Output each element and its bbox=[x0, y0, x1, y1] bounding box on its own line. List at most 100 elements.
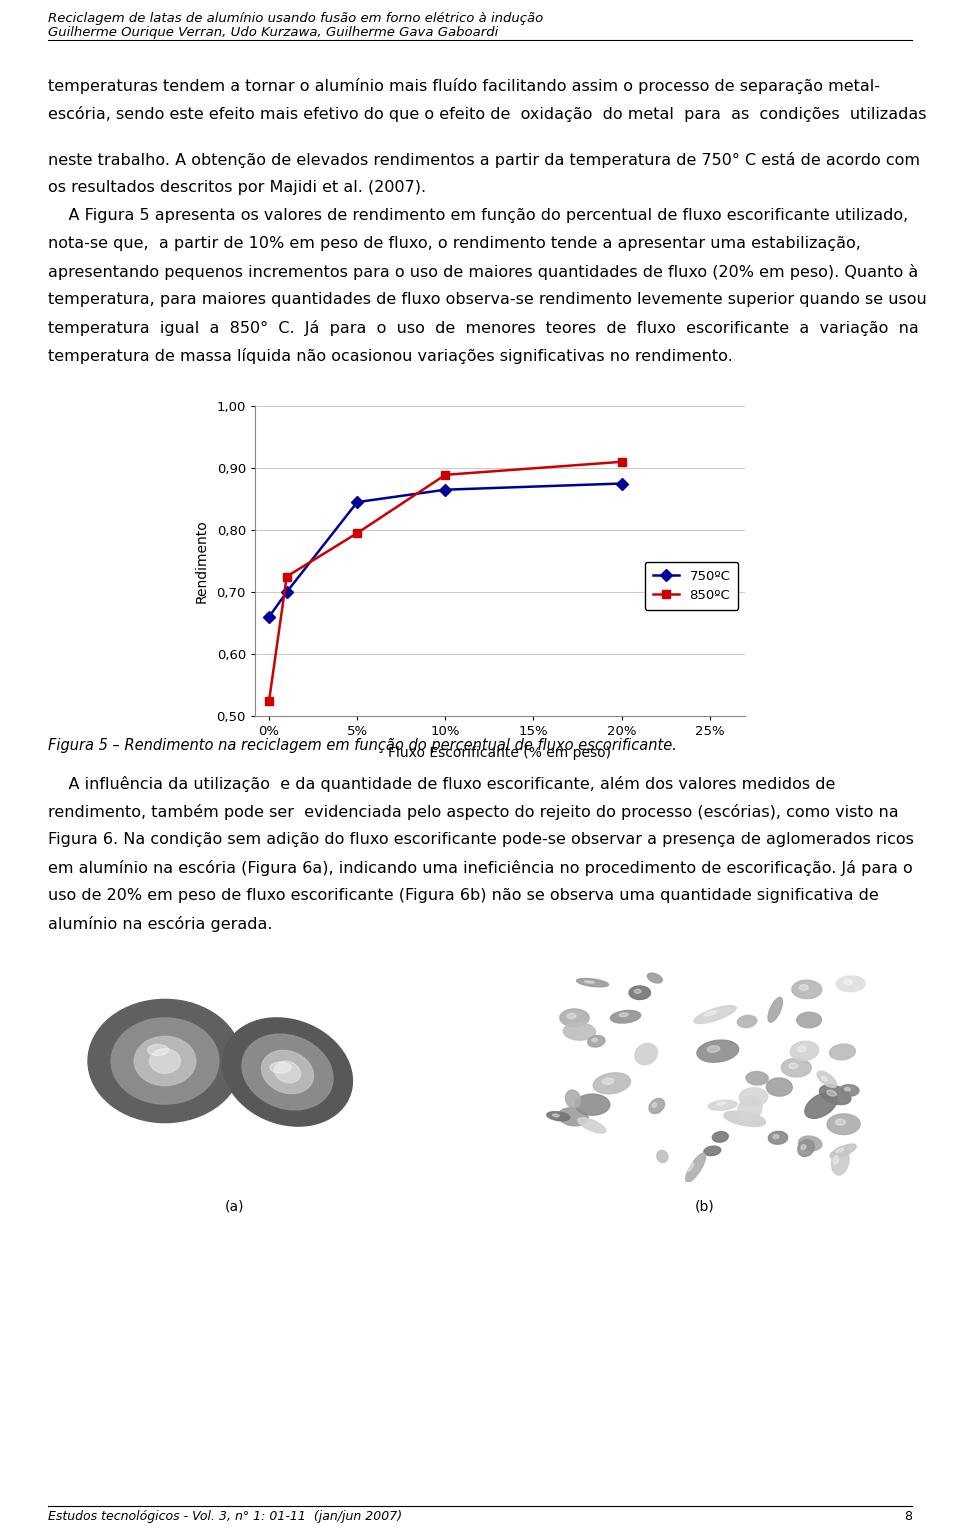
Text: temperatura  igual  a  850°  C.  Já  para  o  uso  de  menores  teores  de  flux: temperatura igual a 850° C. Já para o us… bbox=[48, 319, 919, 336]
Ellipse shape bbox=[790, 1041, 819, 1060]
Ellipse shape bbox=[567, 1013, 576, 1019]
Text: escória, sendo este efeito mais efetivo do que o efeito de  oxidação  do metal  : escória, sendo este efeito mais efetivo … bbox=[48, 105, 926, 122]
Ellipse shape bbox=[844, 979, 852, 984]
Text: Figura 6. Na condição sem adição do fluxo escorificante pode-se observar a prese: Figura 6. Na condição sem adição do flux… bbox=[48, 833, 914, 847]
Ellipse shape bbox=[592, 1039, 597, 1042]
Text: temperaturas tendem a tornar o alumínio mais fluído facilitando assim o processo: temperaturas tendem a tornar o alumínio … bbox=[48, 78, 880, 95]
Text: A influência da utilização  e da quantidade de fluxo escorificante, além dos val: A influência da utilização e da quantida… bbox=[48, 776, 835, 792]
Text: nota-se que,  a partir de 10% em peso de fluxo, o rendimento tende a apresentar : nota-se que, a partir de 10% em peso de … bbox=[48, 235, 861, 251]
Text: apresentando pequenos incrementos para o uso de maiores quantidades de fluxo (20: apresentando pequenos incrementos para o… bbox=[48, 264, 919, 280]
Ellipse shape bbox=[768, 998, 782, 1022]
Ellipse shape bbox=[611, 1010, 640, 1024]
Ellipse shape bbox=[739, 1088, 768, 1106]
Text: rendimento, também pode ser  evidenciada pelo aspecto do rejeito do processo (es: rendimento, também pode ser evidenciada … bbox=[48, 804, 899, 821]
Ellipse shape bbox=[840, 1085, 859, 1096]
Ellipse shape bbox=[827, 1089, 836, 1096]
Ellipse shape bbox=[766, 1077, 792, 1096]
Ellipse shape bbox=[270, 1062, 291, 1073]
Y-axis label: Rendimento: Rendimento bbox=[194, 520, 208, 604]
Ellipse shape bbox=[647, 973, 662, 983]
Ellipse shape bbox=[768, 1131, 788, 1144]
Ellipse shape bbox=[558, 1108, 588, 1126]
Ellipse shape bbox=[578, 1118, 606, 1134]
850ºC bbox=[263, 691, 275, 709]
Ellipse shape bbox=[553, 1114, 560, 1117]
Ellipse shape bbox=[547, 1112, 570, 1120]
Ellipse shape bbox=[737, 1016, 756, 1027]
Text: 8: 8 bbox=[904, 1510, 912, 1523]
Ellipse shape bbox=[817, 1071, 836, 1088]
Ellipse shape bbox=[836, 1148, 844, 1152]
Text: (b): (b) bbox=[695, 1199, 715, 1215]
Ellipse shape bbox=[564, 1022, 595, 1041]
Ellipse shape bbox=[781, 1059, 811, 1077]
Ellipse shape bbox=[708, 1045, 720, 1053]
Ellipse shape bbox=[738, 1096, 762, 1122]
Line: 850ºC: 850ºC bbox=[265, 457, 626, 704]
Ellipse shape bbox=[797, 1012, 822, 1028]
Text: neste trabalho. A obtenção de elevados rendimentos a partir da temperatura de 75: neste trabalho. A obtenção de elevados r… bbox=[48, 151, 920, 168]
850ºC bbox=[616, 452, 628, 471]
Ellipse shape bbox=[261, 1050, 314, 1094]
Text: Reciclagem de latas de alumínio usando fusão em forno elétrico à indução: Reciclagem de latas de alumínio usando f… bbox=[48, 12, 543, 24]
Ellipse shape bbox=[724, 1111, 765, 1126]
Ellipse shape bbox=[148, 1045, 169, 1056]
Ellipse shape bbox=[830, 1144, 856, 1158]
X-axis label: Fluxo Escorificante (% em peso): Fluxo Escorificante (% em peso) bbox=[389, 746, 612, 761]
Ellipse shape bbox=[746, 1071, 768, 1085]
850ºC bbox=[440, 466, 451, 484]
Text: uso de 20% em peso de fluxo escorificante (Figura 6b) não se observa uma quantid: uso de 20% em peso de fluxo escorificant… bbox=[48, 888, 878, 903]
Text: temperatura, para maiores quantidades de fluxo observa-se rendimento levemente s: temperatura, para maiores quantidades de… bbox=[48, 292, 926, 307]
Ellipse shape bbox=[585, 981, 594, 983]
Ellipse shape bbox=[708, 1100, 737, 1111]
Ellipse shape bbox=[223, 1018, 352, 1126]
Ellipse shape bbox=[635, 1044, 658, 1065]
Text: os resultados descritos por Majidi et al. (2007).: os resultados descritos por Majidi et al… bbox=[48, 180, 426, 196]
Ellipse shape bbox=[242, 1034, 333, 1109]
Ellipse shape bbox=[602, 1079, 613, 1085]
Text: em alumínio na escória (Figura 6a), indicando uma ineficiência no procedimento d: em alumínio na escória (Figura 6a), indi… bbox=[48, 860, 913, 876]
Ellipse shape bbox=[833, 1155, 838, 1164]
750ºC bbox=[616, 474, 628, 492]
Ellipse shape bbox=[798, 1047, 806, 1051]
Ellipse shape bbox=[798, 1140, 814, 1157]
Text: A Figura 5 apresenta os valores de rendimento em função do percentual de fluxo e: A Figura 5 apresenta os valores de rendi… bbox=[48, 208, 908, 223]
Ellipse shape bbox=[789, 1063, 798, 1068]
Text: alumínio na escória gerada.: alumínio na escória gerada. bbox=[48, 915, 273, 932]
Ellipse shape bbox=[560, 1008, 589, 1027]
Ellipse shape bbox=[799, 1135, 822, 1151]
Ellipse shape bbox=[800, 984, 808, 990]
Ellipse shape bbox=[694, 1005, 736, 1024]
Ellipse shape bbox=[828, 1114, 860, 1134]
850ºC bbox=[351, 524, 363, 542]
Ellipse shape bbox=[629, 986, 651, 999]
Ellipse shape bbox=[831, 1148, 849, 1175]
Ellipse shape bbox=[588, 1036, 605, 1047]
850ºC bbox=[281, 567, 293, 585]
Text: Estudos tecnológicos - Vol. 3, n° 1: 01-11  (jan/jun 2007): Estudos tecnológicos - Vol. 3, n° 1: 01-… bbox=[48, 1510, 402, 1523]
750ºC bbox=[351, 494, 363, 512]
Ellipse shape bbox=[134, 1036, 196, 1085]
Ellipse shape bbox=[835, 1118, 846, 1125]
Text: (a): (a) bbox=[226, 1199, 245, 1215]
750ºC bbox=[263, 608, 275, 626]
Ellipse shape bbox=[111, 1018, 219, 1105]
Ellipse shape bbox=[687, 1163, 694, 1172]
Ellipse shape bbox=[704, 1146, 721, 1155]
Ellipse shape bbox=[652, 1103, 657, 1108]
Text: Guilherme Ourique Verran, Udo Kurzawa, Guilherme Gava Gaboardi: Guilherme Ourique Verran, Udo Kurzawa, G… bbox=[48, 26, 498, 40]
Ellipse shape bbox=[649, 1099, 664, 1114]
Ellipse shape bbox=[697, 1041, 738, 1062]
Ellipse shape bbox=[829, 1044, 855, 1060]
Ellipse shape bbox=[792, 979, 822, 999]
Legend: 750ºC, 850ºC: 750ºC, 850ºC bbox=[645, 562, 738, 610]
Ellipse shape bbox=[820, 1085, 851, 1105]
Ellipse shape bbox=[712, 1132, 729, 1141]
Text: Figura 5 – Rendimento na reciclagem em função do percentual de fluxo escorifican: Figura 5 – Rendimento na reciclagem em f… bbox=[48, 738, 677, 753]
Ellipse shape bbox=[575, 1094, 610, 1115]
Line: 750ºC: 750ºC bbox=[265, 480, 626, 620]
Ellipse shape bbox=[88, 999, 242, 1123]
Ellipse shape bbox=[836, 976, 865, 992]
Ellipse shape bbox=[577, 978, 609, 987]
Ellipse shape bbox=[804, 1093, 837, 1118]
